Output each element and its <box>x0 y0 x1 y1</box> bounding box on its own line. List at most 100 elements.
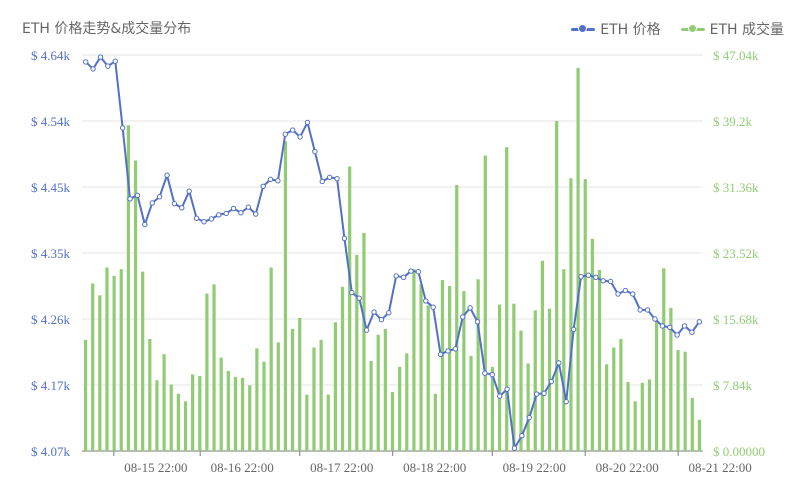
volume-bar <box>355 254 359 451</box>
price-point <box>223 210 229 217</box>
price-point <box>171 200 178 207</box>
volume-bar <box>633 401 637 451</box>
price-point <box>230 205 237 212</box>
volume-bar <box>169 384 173 451</box>
volume-bar <box>690 397 694 451</box>
y-left-tick-label: $ 4.45k <box>31 180 71 195</box>
volume-bar <box>562 269 566 451</box>
price-point <box>667 324 673 331</box>
volume-bar <box>505 147 509 452</box>
price-point <box>186 188 192 194</box>
price-point <box>179 205 185 211</box>
price-point <box>326 174 333 180</box>
legend-item-price[interactable]: ETH 价格 <box>571 19 661 39</box>
legend-line-icon <box>571 23 596 33</box>
volume-bar <box>248 385 252 451</box>
y-right-tick-label: $ 15.68k <box>713 312 759 327</box>
price-point <box>445 348 451 354</box>
price-point <box>371 309 377 315</box>
volume-bar <box>262 361 266 451</box>
volume-bar <box>440 280 445 451</box>
volume-bar <box>669 307 673 451</box>
volume-bar <box>462 291 466 451</box>
volume-bar <box>605 364 609 451</box>
volume-bar <box>569 178 573 451</box>
price-point <box>482 370 488 376</box>
volume-bar <box>590 238 594 451</box>
volume-bar <box>390 392 395 451</box>
price-point <box>156 194 163 200</box>
volume-bar <box>676 349 680 451</box>
volume-bar <box>141 271 145 451</box>
volume-bar <box>697 419 702 451</box>
price-point <box>112 58 118 64</box>
volume-bar <box>155 380 159 451</box>
y-left-tick-label: $ 4.54k <box>31 114 71 129</box>
volume-bar <box>433 393 437 451</box>
price-point <box>452 346 459 352</box>
volume-bar <box>105 267 109 451</box>
price-point <box>341 235 348 242</box>
volume-bar <box>240 377 245 451</box>
price-point <box>630 291 636 297</box>
volume-bar <box>526 363 530 451</box>
price-point <box>304 119 311 126</box>
price-point <box>164 172 170 178</box>
price-point <box>400 274 407 281</box>
price-point <box>622 287 629 294</box>
volume-bar <box>426 305 430 451</box>
x-tick-label: 08-17 22:00 <box>310 460 373 475</box>
price-point <box>415 269 422 275</box>
volume-bar <box>298 317 302 451</box>
price-point <box>349 289 355 296</box>
price-point <box>556 360 562 366</box>
price-point <box>563 398 569 405</box>
price-point <box>585 272 592 278</box>
volume-bar <box>497 304 502 451</box>
chart-title: ETH 价格走势&成交量分布 <box>22 21 192 37</box>
price-point <box>378 316 385 323</box>
volume-bar <box>398 366 402 451</box>
volume-bar <box>640 382 644 451</box>
price-point <box>460 314 466 320</box>
volume-bar <box>276 342 280 451</box>
y-right-tick-label: $ 23.52k <box>713 246 759 261</box>
price-point <box>134 192 141 199</box>
x-tick-label: 08-15 22:00 <box>124 460 187 475</box>
volume-bar <box>305 394 309 451</box>
price-point <box>149 200 155 206</box>
volume-bar <box>176 393 180 451</box>
price-point <box>408 268 414 274</box>
price-point <box>312 148 318 155</box>
volume-bar <box>683 351 687 451</box>
price-point <box>467 305 473 311</box>
price-point <box>600 278 606 284</box>
price-point <box>615 291 621 297</box>
volume-bar <box>447 286 452 451</box>
legend-item-volume[interactable]: ETH 成交量 <box>680 19 784 39</box>
volume-bar <box>533 310 537 451</box>
legend: ETH 价格 ETH 成交量 <box>571 19 784 39</box>
price-point <box>319 178 325 185</box>
price-point <box>437 351 444 358</box>
volume-bar <box>255 348 259 451</box>
volume-bar <box>333 322 338 451</box>
volume-bar <box>191 374 195 451</box>
price-point <box>119 125 126 131</box>
volume-bar <box>83 339 88 451</box>
price-point <box>593 274 599 281</box>
x-tick-label: 08-20 22:00 <box>596 460 659 475</box>
price-point <box>511 445 518 451</box>
legend-line-icon <box>680 23 705 33</box>
volume-bar <box>540 260 545 451</box>
volume-bar <box>183 401 188 451</box>
price-point <box>216 212 222 218</box>
price-point <box>275 178 281 184</box>
price-point <box>607 278 614 285</box>
x-tick-label: 08-21 22:00 <box>689 460 752 475</box>
y-left-tick-label: $ 4.17k <box>31 378 71 393</box>
volume-bar <box>312 347 316 451</box>
volume-bar <box>119 269 123 451</box>
volume-bar <box>376 334 380 451</box>
volume-bar <box>133 160 138 451</box>
